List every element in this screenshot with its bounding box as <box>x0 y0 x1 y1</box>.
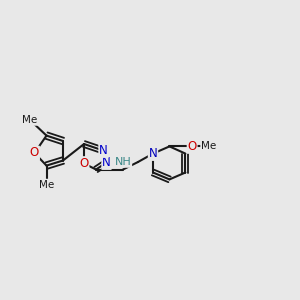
Text: Me: Me <box>39 179 54 190</box>
Text: N: N <box>102 156 111 169</box>
Text: N: N <box>148 147 158 160</box>
Text: Me: Me <box>201 141 216 152</box>
Text: O: O <box>188 140 197 153</box>
Text: O: O <box>30 146 39 160</box>
Text: O: O <box>80 157 88 170</box>
Text: N: N <box>99 144 108 157</box>
Text: NH: NH <box>115 157 131 167</box>
Text: Me: Me <box>22 115 38 125</box>
